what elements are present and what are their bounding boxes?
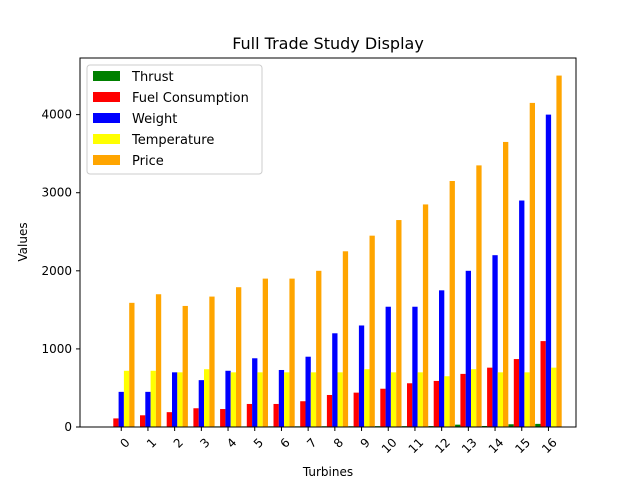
bar-price-2 bbox=[182, 305, 188, 427]
bar-price-5 bbox=[262, 278, 268, 427]
bar-temperature-4 bbox=[230, 372, 236, 427]
y-axis-label: Values bbox=[16, 222, 30, 261]
bar-thrust-16 bbox=[535, 423, 541, 427]
bar-temperature-7 bbox=[310, 372, 317, 427]
bar-temperature-16 bbox=[551, 367, 557, 427]
bar-weight-15 bbox=[519, 200, 525, 427]
x-axis-label: Turbines bbox=[302, 465, 353, 479]
legend-swatch-price bbox=[93, 155, 120, 165]
bar-fuel-consumption-13 bbox=[460, 373, 466, 427]
bar-temperature-12 bbox=[444, 376, 450, 427]
bar-fuel-consumption-16 bbox=[540, 341, 546, 427]
bar-price-15 bbox=[529, 102, 535, 428]
bar-fuel-consumption-1 bbox=[140, 415, 146, 427]
legend-label-fuel-consumption: Fuel Consumption bbox=[132, 91, 249, 106]
bars-group bbox=[108, 75, 562, 428]
bar-weight-5 bbox=[252, 358, 258, 427]
bar-fuel-consumption-14 bbox=[487, 367, 493, 427]
bar-fuel-consumption-10 bbox=[380, 388, 386, 427]
bar-price-4 bbox=[236, 287, 242, 427]
bar-temperature-9 bbox=[364, 369, 370, 427]
bar-weight-2 bbox=[172, 372, 178, 427]
bar-weight-0 bbox=[118, 391, 124, 427]
legend: Thrust Fuel Consumption Weight Temperature P… bbox=[86, 64, 263, 175]
bar-temperature-8 bbox=[337, 372, 343, 427]
bar-temperature-14 bbox=[497, 372, 503, 427]
bar-price-10 bbox=[396, 220, 402, 427]
bar-weight-13 bbox=[465, 270, 471, 427]
bar-temperature-13 bbox=[471, 369, 477, 427]
bar-weight-11 bbox=[412, 306, 418, 427]
y-axis-ticks: 0 1000 2000 3000 4000 bbox=[41, 108, 80, 434]
bar-fuel-consumption-5 bbox=[246, 403, 253, 427]
y-tick-label-0: 0 bbox=[64, 420, 72, 434]
bar-temperature-0 bbox=[123, 370, 130, 427]
bar-price-6 bbox=[289, 278, 295, 427]
bar-price-12 bbox=[449, 181, 455, 427]
bar-temperature-15 bbox=[524, 372, 530, 427]
bar-weight-4 bbox=[225, 370, 231, 427]
bar-price-1 bbox=[155, 294, 162, 427]
bar-weight-8 bbox=[332, 333, 338, 427]
bar-thrust-14 bbox=[481, 425, 488, 427]
bar-weight-9 bbox=[358, 325, 365, 427]
bar-fuel-consumption-12 bbox=[433, 380, 439, 427]
y-tick-label-2000: 2000 bbox=[41, 264, 72, 278]
bar-price-7 bbox=[316, 270, 322, 427]
bar-price-3 bbox=[209, 296, 215, 427]
bar-fuel-consumption-0 bbox=[113, 418, 119, 427]
bar-weight-6 bbox=[278, 369, 285, 427]
bar-thrust-15 bbox=[508, 424, 514, 427]
bar-thrust-13 bbox=[455, 424, 461, 427]
legend-swatch-temperature bbox=[93, 134, 120, 144]
legend-label-price: Price bbox=[132, 154, 164, 169]
legend-swatch-fuel-consumption bbox=[93, 92, 120, 102]
bar-fuel-consumption-7 bbox=[300, 401, 306, 427]
bar-fuel-consumption-3 bbox=[193, 408, 199, 427]
bar-temperature-1 bbox=[150, 370, 156, 427]
bar-price-0 bbox=[129, 302, 135, 427]
bar-fuel-consumption-6 bbox=[273, 403, 279, 427]
legend-swatch-weight bbox=[93, 113, 120, 123]
legend-label-temperature: Temperature bbox=[131, 133, 214, 148]
bar-weight-10 bbox=[385, 306, 391, 427]
plot-frame bbox=[79, 57, 577, 428]
bar-fuel-consumption-4 bbox=[220, 409, 226, 427]
bar-price-13 bbox=[476, 165, 482, 427]
bar-temperature-6 bbox=[284, 372, 290, 427]
bar-temperature-3 bbox=[204, 369, 210, 427]
bar-weight-16 bbox=[545, 114, 552, 428]
bar-fuel-consumption-2 bbox=[166, 412, 172, 427]
bar-fuel-consumption-11 bbox=[407, 383, 413, 427]
bar-temperature-2 bbox=[177, 372, 183, 427]
bar-fuel-consumption-8 bbox=[326, 394, 333, 427]
bar-weight-3 bbox=[198, 380, 204, 427]
bar-fuel-consumption-15 bbox=[513, 359, 520, 427]
bar-weight-14 bbox=[492, 255, 498, 427]
bar-temperature-11 bbox=[417, 372, 423, 427]
legend-label-weight: Weight bbox=[132, 112, 177, 127]
bar-weight-12 bbox=[439, 290, 445, 427]
y-tick-label-1000: 1000 bbox=[41, 342, 72, 356]
legend-swatch-thrust bbox=[93, 71, 120, 81]
bar-price-16 bbox=[556, 75, 562, 427]
bar-price-8 bbox=[342, 251, 349, 427]
bar-weight-7 bbox=[305, 356, 311, 427]
legend-label-thrust: Thrust bbox=[131, 70, 174, 85]
y-tick-label-4000: 4000 bbox=[41, 108, 72, 122]
y-tick-label-3000: 3000 bbox=[41, 186, 72, 200]
bar-price-9 bbox=[369, 235, 375, 427]
bar-price-14 bbox=[503, 141, 509, 427]
bar-temperature-5 bbox=[257, 372, 263, 427]
bar-price-11 bbox=[422, 204, 429, 427]
bar-temperature-10 bbox=[390, 372, 397, 427]
legend-box bbox=[86, 64, 263, 175]
chart-title: Full Trade Study Display bbox=[232, 34, 424, 53]
bar-fuel-consumption-9 bbox=[353, 392, 359, 427]
bar-weight-1 bbox=[145, 391, 151, 427]
